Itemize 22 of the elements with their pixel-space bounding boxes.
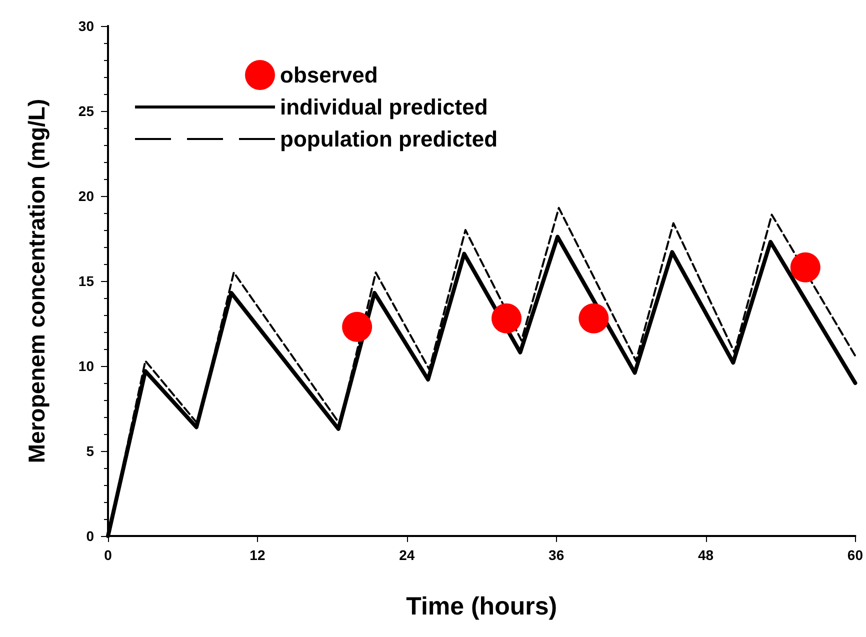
- x-tick-label: 60: [847, 547, 864, 563]
- x-tick-label: 24: [399, 547, 415, 563]
- y-tick-label: 15: [78, 273, 94, 289]
- x-axis-title: Time (hours): [406, 592, 558, 620]
- y-tick-label: 25: [78, 103, 94, 119]
- y-tick-label: 10: [78, 358, 94, 374]
- y-tick-label: 5: [86, 443, 94, 459]
- point: [578, 303, 609, 334]
- x-tick-label: 48: [698, 547, 714, 563]
- legend-label: observed: [280, 62, 378, 88]
- legend-label: individual predicted: [280, 94, 488, 120]
- legend-label: population predicted: [280, 126, 498, 152]
- y-tick-label: 20: [78, 188, 94, 204]
- y-tick-label: 0: [86, 528, 94, 544]
- x-tick-label: 12: [250, 547, 266, 563]
- point: [492, 303, 522, 334]
- point: [790, 252, 820, 282]
- y-axis-title: Meropenem concentration (mg/L): [24, 98, 50, 464]
- x-tick-label: 0: [104, 547, 112, 563]
- point: [342, 312, 372, 342]
- x-tick-label: 36: [548, 547, 564, 563]
- y-tick-label: 30: [78, 18, 94, 34]
